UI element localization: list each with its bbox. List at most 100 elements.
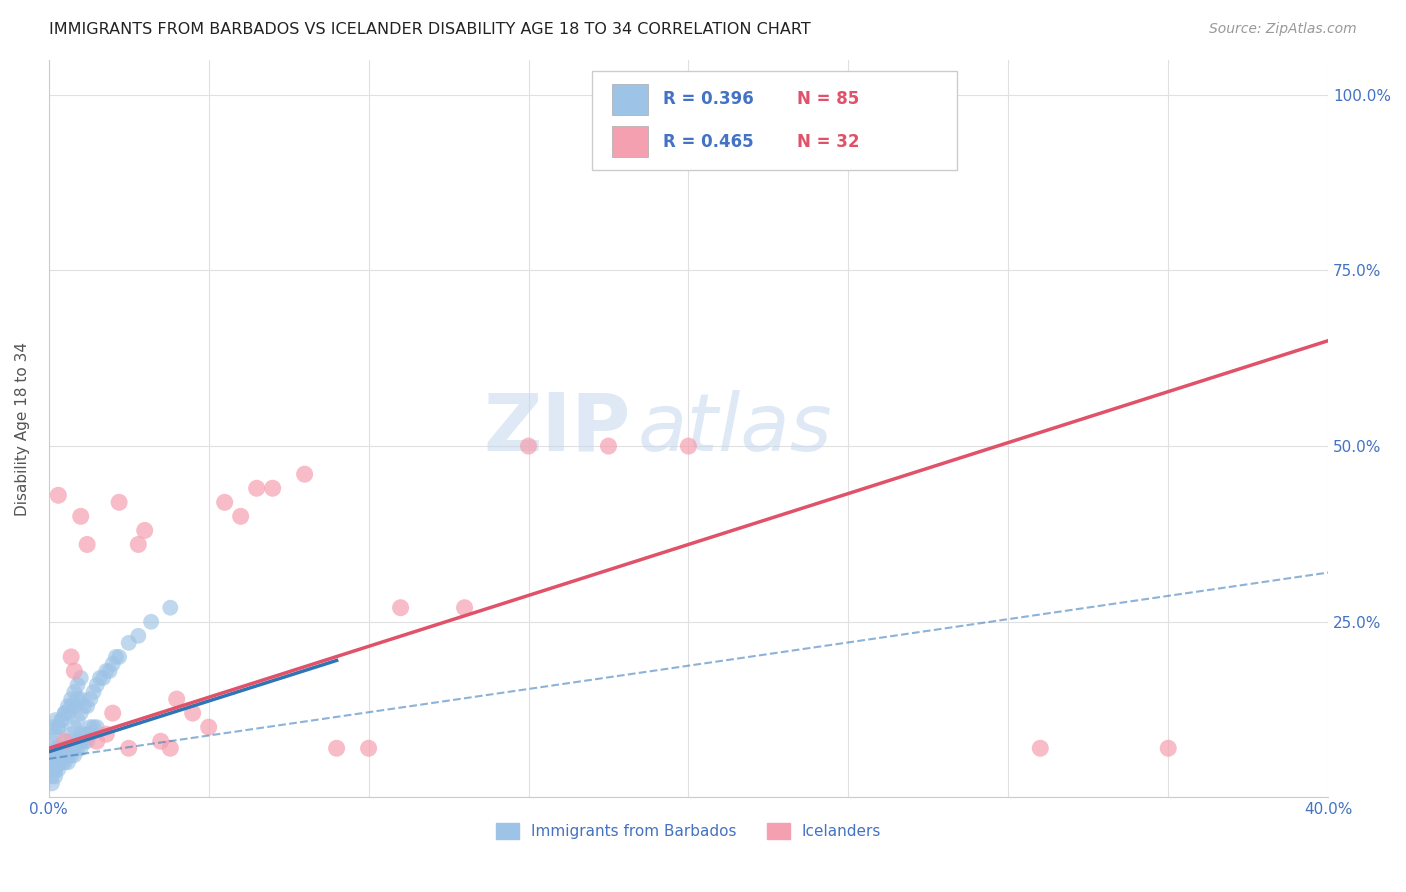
- Point: [69, 741, 91, 756]
- Point: [98, 664, 121, 678]
- Point: [104, 649, 127, 664]
- Point: [60, 727, 83, 741]
- Point: [51, 741, 73, 756]
- Point: [76, 734, 98, 748]
- Point: [389, 600, 412, 615]
- Point: [69, 671, 91, 685]
- Point: [246, 481, 269, 495]
- Point: [60, 699, 83, 714]
- Point: [79, 692, 101, 706]
- Text: R = 0.465: R = 0.465: [662, 133, 754, 151]
- Point: [118, 636, 141, 650]
- Point: [127, 537, 149, 551]
- Point: [41, 748, 63, 763]
- Point: [53, 741, 76, 756]
- Text: R = 0.396: R = 0.396: [662, 90, 754, 109]
- Point: [60, 692, 83, 706]
- FancyBboxPatch shape: [612, 127, 648, 157]
- Point: [60, 748, 83, 763]
- Point: [69, 692, 91, 706]
- Point: [453, 600, 475, 615]
- Point: [44, 748, 66, 763]
- Point: [166, 692, 188, 706]
- Point: [46, 748, 69, 763]
- Point: [66, 741, 89, 756]
- Point: [118, 741, 141, 756]
- Point: [63, 741, 86, 756]
- Point: [1029, 741, 1052, 756]
- Point: [598, 439, 620, 453]
- Point: [60, 649, 83, 664]
- Point: [76, 537, 98, 551]
- Point: [63, 699, 86, 714]
- FancyBboxPatch shape: [612, 84, 648, 115]
- Point: [66, 678, 89, 692]
- Y-axis label: Disability Age 18 to 34: Disability Age 18 to 34: [15, 342, 30, 516]
- Point: [56, 734, 79, 748]
- Point: [197, 720, 219, 734]
- Point: [79, 720, 101, 734]
- Point: [46, 720, 69, 734]
- Point: [159, 741, 181, 756]
- Point: [69, 727, 91, 741]
- Point: [73, 727, 96, 741]
- Point: [46, 488, 69, 502]
- Point: [101, 657, 124, 671]
- Point: [51, 713, 73, 727]
- Point: [44, 756, 66, 770]
- Point: [46, 762, 69, 776]
- Point: [56, 741, 79, 756]
- Text: atlas: atlas: [637, 390, 832, 467]
- Point: [53, 741, 76, 756]
- Point: [44, 762, 66, 776]
- Point: [76, 699, 98, 714]
- Point: [101, 706, 124, 720]
- Point: [76, 727, 98, 741]
- Point: [44, 741, 66, 756]
- Point: [63, 685, 86, 699]
- Point: [229, 509, 252, 524]
- Point: [73, 699, 96, 714]
- Point: [53, 706, 76, 720]
- Legend: Immigrants from Barbados, Icelanders: Immigrants from Barbados, Icelanders: [489, 817, 887, 845]
- Point: [46, 756, 69, 770]
- Point: [63, 664, 86, 678]
- Point: [46, 756, 69, 770]
- Point: [69, 509, 91, 524]
- Point: [53, 756, 76, 770]
- Point: [41, 720, 63, 734]
- Point: [86, 720, 108, 734]
- Point: [63, 748, 86, 763]
- Point: [51, 756, 73, 770]
- Point: [41, 756, 63, 770]
- Text: IMMIGRANTS FROM BARBADOS VS ICELANDER DISABILITY AGE 18 TO 34 CORRELATION CHART: IMMIGRANTS FROM BARBADOS VS ICELANDER DI…: [49, 22, 811, 37]
- Point: [678, 439, 700, 453]
- Point: [66, 692, 89, 706]
- Point: [69, 734, 91, 748]
- Point: [83, 685, 105, 699]
- Point: [517, 439, 540, 453]
- Point: [108, 649, 131, 664]
- Point: [69, 706, 91, 720]
- Text: N = 32: N = 32: [797, 133, 859, 151]
- Point: [44, 762, 66, 776]
- Point: [149, 734, 172, 748]
- Point: [51, 713, 73, 727]
- Point: [66, 734, 89, 748]
- Point: [46, 741, 69, 756]
- Point: [108, 495, 131, 509]
- Point: [214, 495, 236, 509]
- Point: [56, 699, 79, 714]
- Point: [56, 756, 79, 770]
- Point: [53, 734, 76, 748]
- Point: [96, 727, 118, 741]
- Point: [41, 734, 63, 748]
- Point: [41, 769, 63, 783]
- FancyBboxPatch shape: [592, 70, 957, 170]
- Point: [139, 615, 162, 629]
- Point: [294, 467, 316, 482]
- Point: [89, 671, 111, 685]
- Text: N = 85: N = 85: [797, 90, 859, 109]
- Point: [44, 769, 66, 783]
- Point: [79, 727, 101, 741]
